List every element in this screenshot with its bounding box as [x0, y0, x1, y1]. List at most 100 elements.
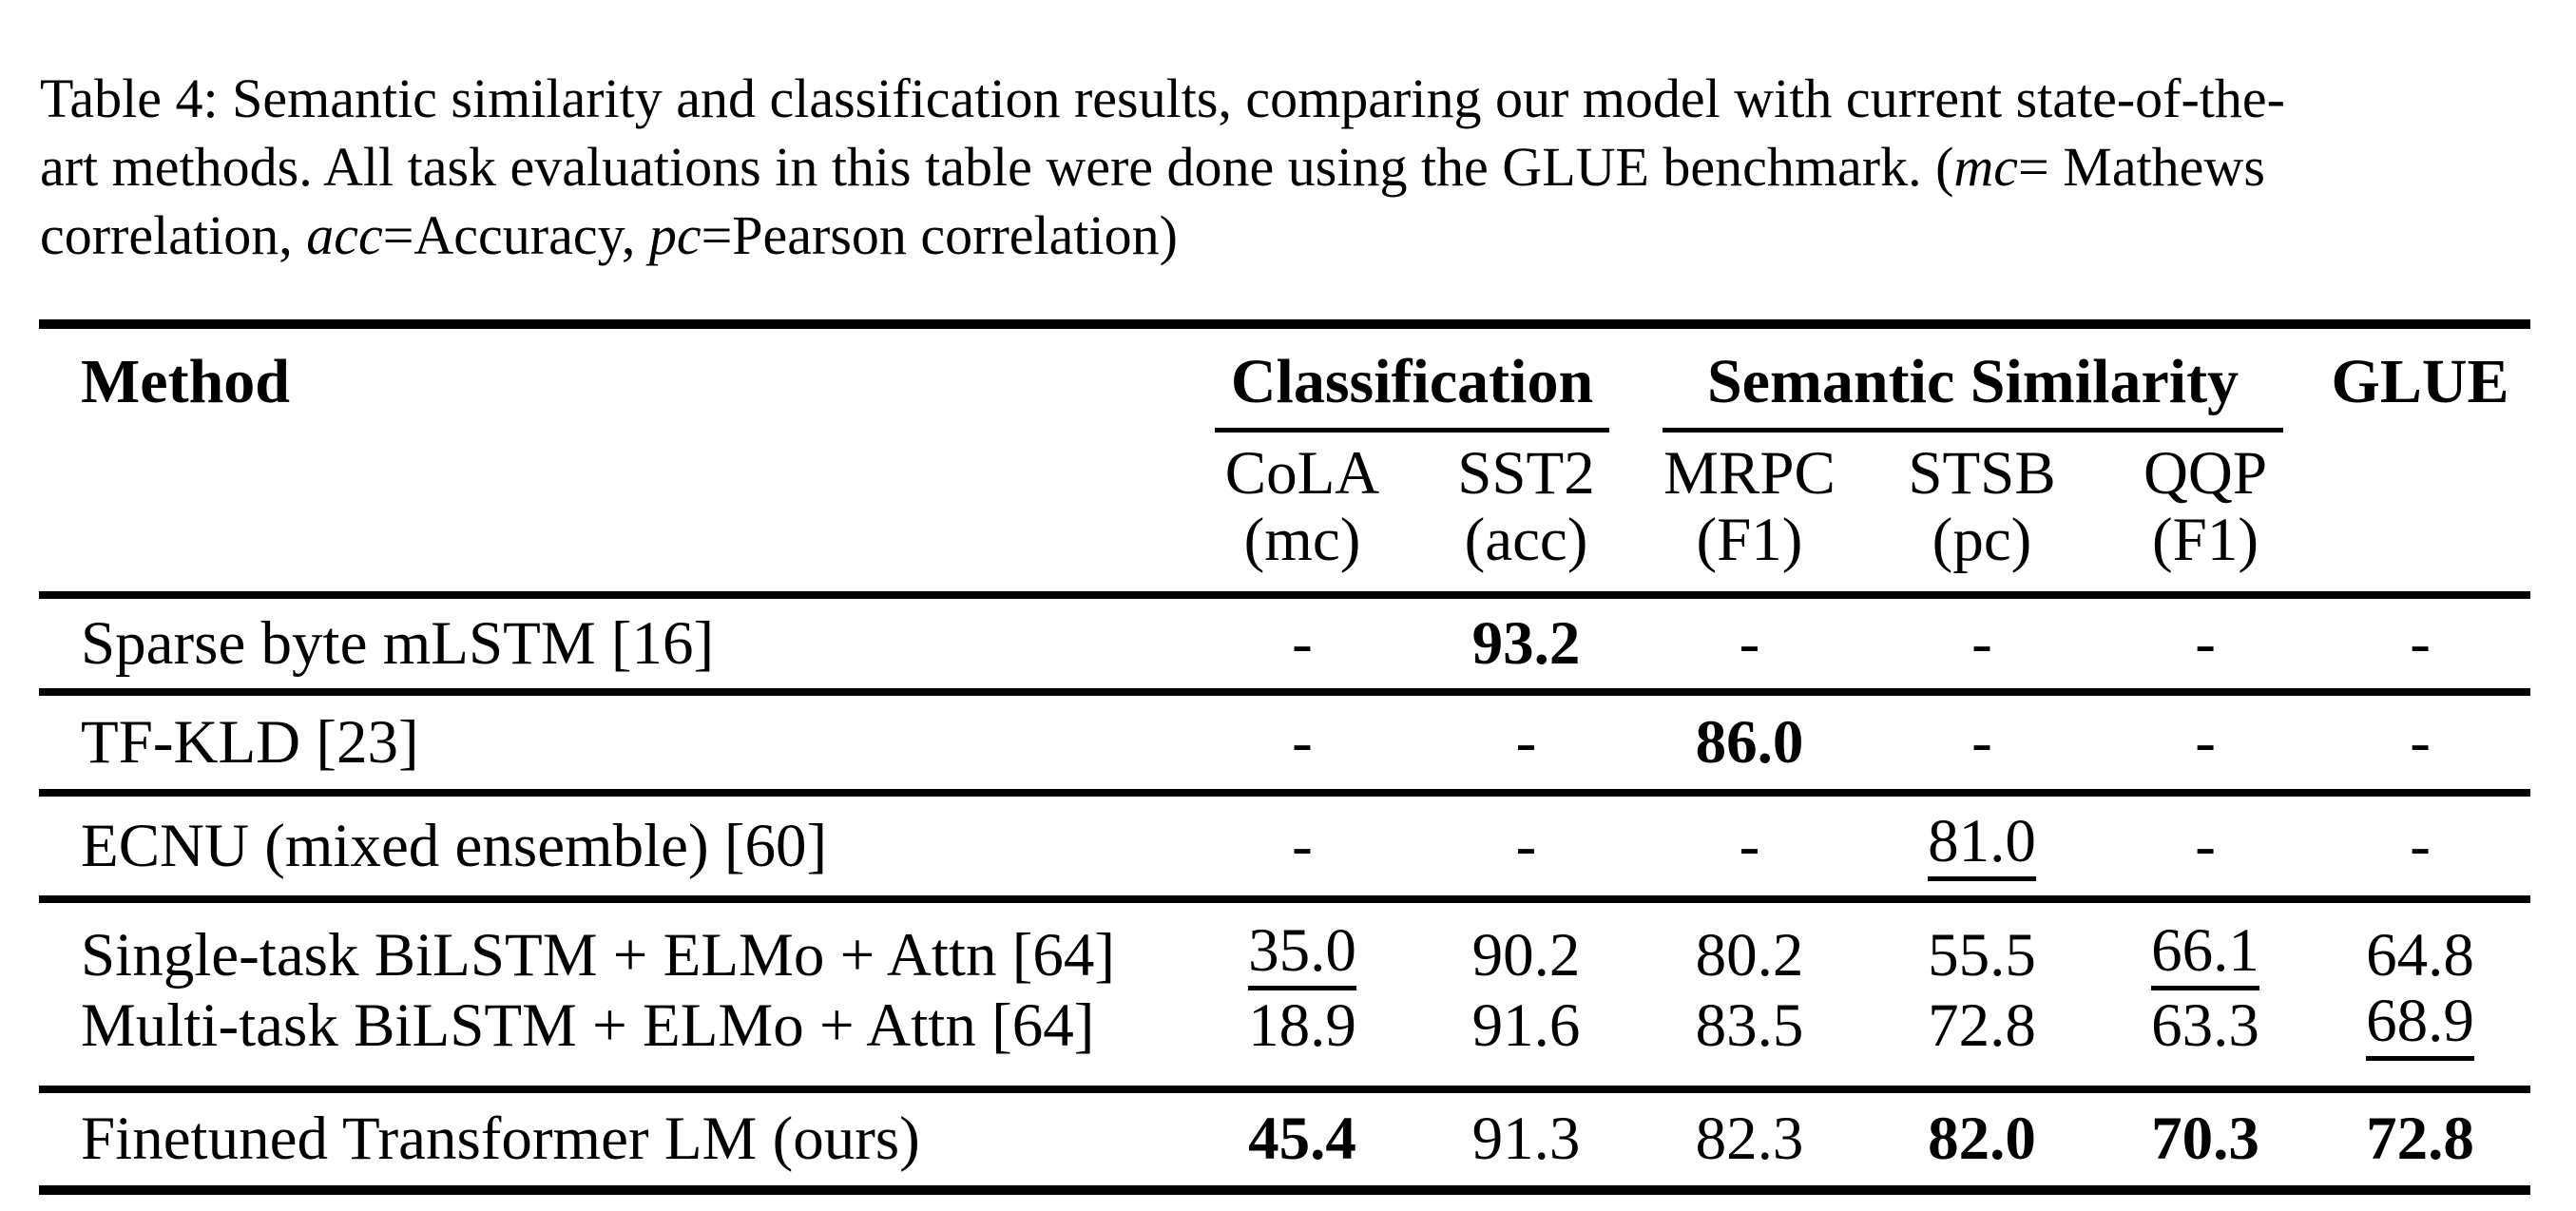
col-metric: (acc)	[1464, 506, 1588, 574]
caption-text: art methods. All task evaluations in thi…	[40, 136, 1954, 198]
value-cell: 18.9	[1188, 990, 1416, 1093]
value-cell: -	[1416, 692, 1636, 797]
caption-line-2: art methods. All task evaluations in thi…	[40, 133, 2285, 202]
value: -	[1971, 609, 1992, 678]
method-cell: Single-task BiLSTM + ELMo + Attn [64]	[81, 921, 1116, 990]
value: -	[1292, 708, 1313, 777]
value-cell: -	[2101, 692, 2311, 797]
value: 35.0	[1248, 920, 1356, 990]
value: -	[1292, 812, 1313, 880]
caption-italic-acc: acc	[306, 204, 383, 266]
caption-text: =Pearson correlation)	[701, 204, 1178, 266]
value-cell: 91.3	[1416, 1089, 1636, 1195]
caption-italic-mc: mc	[1953, 136, 2019, 198]
value-cell: -	[1188, 793, 1416, 903]
value: 72.8	[2366, 1105, 2474, 1173]
caption-line-3: correlation, acc=Accuracy, pc=Pearson co…	[40, 202, 2285, 270]
value: -	[1739, 812, 1760, 880]
value-cell: -	[2310, 595, 2531, 696]
method-cell: Multi-task BiLSTM + ELMo + Attn [64]	[39, 990, 1188, 1093]
value: 91.3	[1471, 1105, 1581, 1173]
value: 91.6	[1471, 991, 1581, 1060]
value-cell: -	[2101, 595, 2311, 696]
value-cell: 70.3	[2101, 1089, 2311, 1195]
value-cell: 45.4	[1188, 1089, 1416, 1195]
table-caption: Table 4: Semantic similarity and classif…	[40, 65, 2285, 270]
value: -	[1515, 708, 1537, 777]
table-row: Multi-task BiLSTM + ELMo + Attn [64] 18.…	[39, 990, 2531, 1093]
caption-line-1: Table 4: Semantic similarity and classif…	[40, 65, 2285, 133]
value: 81.0	[1928, 811, 2036, 881]
value-cell: 68.9	[2310, 990, 2531, 1093]
value-cell: 63.3	[2101, 990, 2311, 1093]
results-table-container: Method Classification Semantic Similarit…	[39, 319, 2531, 1195]
value-cell: 55.5	[1863, 899, 2101, 990]
value-cell: -	[1636, 793, 1863, 903]
group-label: GLUE	[2331, 347, 2509, 416]
caption-text: correlation,	[40, 204, 307, 266]
classification-group-rule	[1215, 428, 1609, 432]
table-body: Sparse byte mLSTM [16] - 93.2 - - - - TF…	[39, 595, 2531, 1195]
value: -	[2410, 812, 2431, 880]
value-cell: 86.0	[1636, 692, 1863, 797]
value: 55.5	[1928, 921, 2036, 990]
value-cell: 82.3	[1636, 1089, 1863, 1195]
value-cell: -	[2101, 793, 2311, 903]
value: 63.3	[2151, 991, 2259, 1060]
value-cell: -	[1188, 595, 1416, 696]
value-cell: 80.2	[1636, 899, 1863, 990]
value: -	[1292, 609, 1313, 678]
value: 86.0	[1695, 708, 1804, 777]
semantic-similarity-group-rule	[1663, 428, 2284, 432]
value-cell: 82.0	[1863, 1089, 2101, 1195]
col-header-qqp: QQP (F1)	[2101, 432, 2311, 599]
group-label: Classification	[1230, 347, 1594, 416]
value-cell: 90.2	[1416, 899, 1636, 990]
method-cell: Sparse byte mLSTM [16]	[39, 595, 1188, 696]
value-cell: 93.2	[1416, 595, 1636, 696]
empty-header-cell	[39, 432, 1188, 599]
table-row: ECNU (mixed ensemble) [60] - - - 81.0 - …	[39, 793, 2531, 903]
value-cell: 91.6	[1416, 990, 1636, 1093]
group-header-row: Method Classification Semantic Similarit…	[39, 324, 2530, 432]
caption-text: = Mathews	[2018, 136, 2265, 198]
value: 64.8	[2366, 921, 2474, 990]
col-header-cola: CoLA (mc)	[1188, 432, 1416, 599]
value: 45.4	[1248, 1105, 1356, 1173]
col-name: QQP	[2143, 439, 2268, 508]
caption-text: =Accuracy,	[382, 204, 649, 266]
value: 93.2	[1471, 609, 1581, 678]
value: 70.3	[2151, 1105, 2259, 1173]
col-name: SST2	[1457, 439, 1595, 508]
value-cell: 83.5	[1636, 990, 1863, 1093]
value-cell: 66.1	[2101, 899, 2310, 990]
value: -	[2410, 708, 2431, 777]
value: -	[1739, 609, 1760, 678]
group-header-semantic-similarity: Semantic Similarity	[1636, 324, 2310, 432]
value-cell: 81.0	[1863, 793, 2101, 903]
col-metric: (pc)	[1932, 506, 2032, 574]
value: 72.8	[1928, 991, 2036, 1060]
value: -	[2195, 812, 2216, 880]
value-cell: -	[1636, 595, 1863, 696]
value-cell: -	[2310, 692, 2531, 797]
sub-header-row: CoLA (mc) SST2 (acc) MRPC (F1) STSB (pc)	[39, 432, 2531, 599]
value: 80.2	[1695, 921, 1804, 990]
method-cell: ECNU (mixed ensemble) [60]	[39, 793, 1188, 903]
value-cell: 64.8	[2310, 899, 2530, 990]
value: 82.0	[1928, 1105, 2036, 1173]
value: 90.2	[1471, 921, 1581, 990]
group-header-classification: Classification	[1188, 324, 1636, 432]
table-header: Method Classification Semantic Similarit…	[39, 324, 2531, 599]
value: 18.9	[1248, 991, 1356, 1060]
value-cell: 72.8	[1863, 990, 2101, 1093]
col-metric: (F1)	[2152, 506, 2259, 574]
col-metric: (F1)	[1696, 506, 1803, 574]
caption-italic-pc: pc	[648, 204, 702, 266]
value-cell: -	[2310, 793, 2531, 903]
col-name: CoLA	[1224, 439, 1380, 508]
table-row: Finetuned Transformer LM (ours) 45.4 91.…	[39, 1089, 2531, 1195]
col-name: STSB	[1908, 439, 2056, 508]
value-cell: -	[1188, 692, 1416, 797]
